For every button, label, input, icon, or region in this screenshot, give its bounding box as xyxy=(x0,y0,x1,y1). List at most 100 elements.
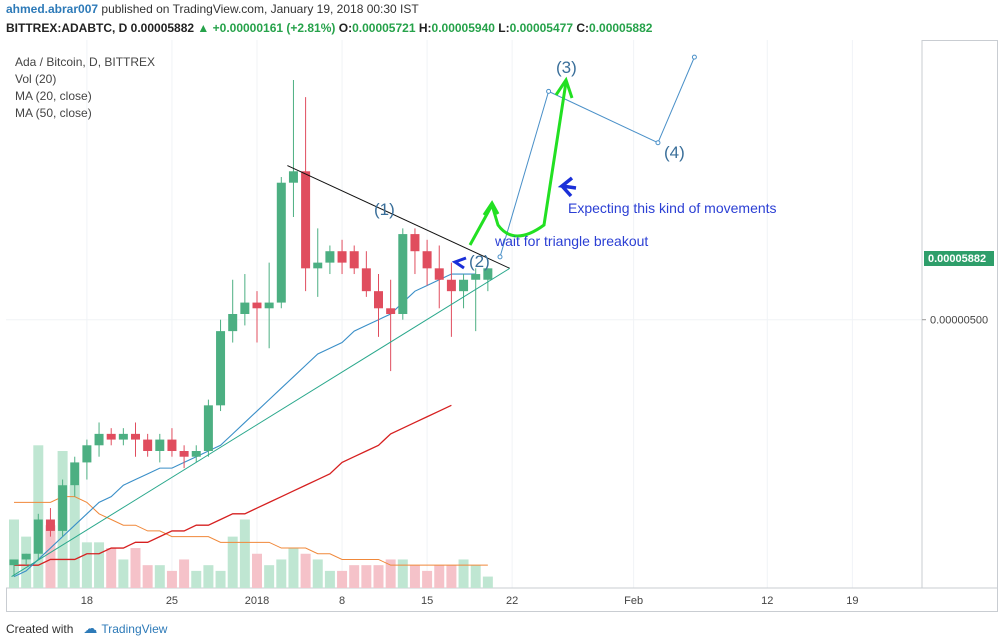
candles xyxy=(9,79,493,577)
price-badge-text: 0.00005882 xyxy=(928,253,986,265)
footer: Created with ☁ TradingView xyxy=(6,620,167,637)
blue-arrow-left-icon xyxy=(557,176,577,198)
legend-ma50: MA (50, close) xyxy=(15,106,92,120)
volume-bar xyxy=(276,559,287,588)
price-chart[interactable]: 0.000005000.000010000.000015000.00002000… xyxy=(6,40,998,612)
tradingview-cloud-icon: ☁ xyxy=(83,620,98,636)
candle-body xyxy=(143,439,153,451)
breakout-note: wait for triangle breakout xyxy=(494,233,648,249)
blue-arrow-small-icon xyxy=(451,256,467,270)
symbol-label: BITTREX:ADABTC, D xyxy=(6,21,128,35)
time-tick-label: 25 xyxy=(166,595,178,607)
time-tick-label: Feb xyxy=(624,595,643,607)
candle-body xyxy=(228,314,238,332)
tradingview-link[interactable]: TradingView xyxy=(101,622,168,636)
author-link[interactable]: ahmed.abrar007 xyxy=(6,2,99,16)
last-price: 0.00005882 xyxy=(130,21,195,35)
candle-body xyxy=(483,268,493,280)
volume-bar xyxy=(252,553,262,588)
candle-body xyxy=(398,234,408,314)
candle-body xyxy=(434,268,444,280)
volume-bar xyxy=(434,565,445,588)
volume-bar xyxy=(361,565,372,588)
time-tick-label: 22 xyxy=(506,595,518,607)
projection-node xyxy=(691,54,697,60)
candle-body xyxy=(386,308,396,314)
last-price-badge: 0.00005882 xyxy=(924,251,994,266)
candle-body xyxy=(313,262,323,269)
wave-4-label: (4) xyxy=(664,143,685,162)
volume-bar xyxy=(130,548,141,588)
volume-bar xyxy=(142,565,153,588)
wave-1-label: (1) xyxy=(374,200,395,219)
time-axis[interactable]: 18 25 2018 8 15 22 Feb 12 19 xyxy=(6,587,998,607)
time-tick-label: 2018 xyxy=(245,595,269,607)
wave-3-label: (3) xyxy=(556,58,577,77)
open-value: 0.00005721 xyxy=(352,21,416,35)
change-value: ▲ +0.00000161 (+2.81%) xyxy=(197,21,336,35)
candle-body xyxy=(337,251,347,263)
open-label: O: xyxy=(338,21,353,35)
candle-body xyxy=(21,553,31,560)
volume-bar xyxy=(409,565,420,588)
volume-bar xyxy=(118,559,129,588)
volume-bar xyxy=(239,519,250,588)
candle-body xyxy=(203,405,213,451)
candle-body xyxy=(179,451,189,457)
high-label: H: xyxy=(418,21,432,35)
wave-2-label: (2) xyxy=(469,252,490,271)
volume-bar xyxy=(324,570,335,588)
volume-bar xyxy=(227,536,238,588)
candle-body xyxy=(94,433,104,446)
candle-body xyxy=(240,302,250,314)
publish-text: published on TradingView.com, January 19… xyxy=(101,2,419,16)
price-axis[interactable]: 0.000005000.000010000.000015000.00002000… xyxy=(921,40,988,588)
candle-body xyxy=(9,559,19,566)
volume-bar xyxy=(337,570,348,588)
candle-body xyxy=(361,268,371,292)
candle-body xyxy=(155,439,165,451)
candle-body xyxy=(349,251,359,269)
price-badge-bg xyxy=(924,251,994,266)
breakout-arrowhead xyxy=(482,200,500,216)
projection-node xyxy=(497,254,503,260)
legend-symbol: Ada / Bitcoin, D, BITTREX xyxy=(15,55,155,69)
close-label: C: xyxy=(576,21,590,35)
time-tick-label: 12 xyxy=(761,595,773,607)
volume-bar xyxy=(288,548,299,588)
candle-body xyxy=(118,433,128,440)
ma50-line xyxy=(14,404,452,566)
candle-body xyxy=(276,182,286,303)
created-with-text: Created with xyxy=(6,622,74,636)
low-value: 0.00005477 xyxy=(509,21,573,35)
candle-body xyxy=(325,251,335,263)
publish-line: ahmed.abrar007 published on TradingView.… xyxy=(6,2,419,16)
candle-body xyxy=(131,433,140,440)
candle-body xyxy=(446,279,456,292)
volume-bar xyxy=(482,576,493,588)
candle-body xyxy=(374,291,383,309)
volume-bar xyxy=(215,570,226,588)
projection-node xyxy=(546,88,552,94)
candle-body xyxy=(252,302,262,309)
volume-bar xyxy=(94,542,105,588)
time-tick-label: 19 xyxy=(846,595,858,607)
volume-bar xyxy=(81,542,92,588)
candle-body xyxy=(58,485,68,531)
volume-bar xyxy=(69,485,80,588)
low-label: L: xyxy=(498,21,510,35)
drawings xyxy=(11,54,697,578)
symbol-quote-line: BITTREX:ADABTC, D 0.00005882 ▲ +0.000001… xyxy=(6,21,652,35)
candle-body xyxy=(216,331,226,406)
time-tick-label: 8 xyxy=(339,595,345,607)
plot-area[interactable] xyxy=(6,40,922,588)
volume-bar xyxy=(264,565,275,588)
volume-bar xyxy=(349,565,360,588)
legend-ma20: MA (20, close) xyxy=(15,89,92,103)
candle-body xyxy=(167,439,177,451)
projection-node xyxy=(655,140,661,146)
expectation-note: Expecting this kind of movements xyxy=(568,200,777,216)
candle-body xyxy=(70,462,80,486)
volume-bar xyxy=(179,559,190,588)
legend: Ada / Bitcoin, D, BITTREX Vol (20) MA (2… xyxy=(15,55,155,120)
